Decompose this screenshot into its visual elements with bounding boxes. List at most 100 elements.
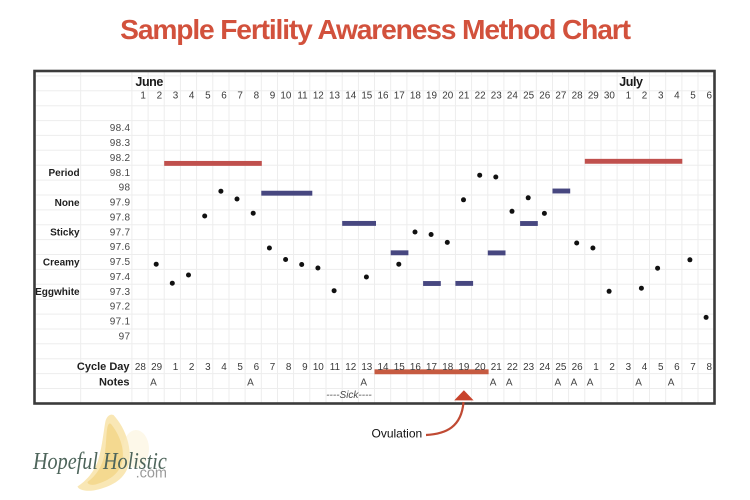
svg-text:30: 30 [604, 90, 615, 101]
svg-text:11: 11 [297, 90, 308, 101]
svg-text:8: 8 [254, 90, 260, 101]
svg-text:A: A [360, 378, 367, 389]
svg-text:6: 6 [254, 362, 260, 373]
svg-text:97: 97 [119, 332, 131, 343]
svg-text:20: 20 [475, 362, 486, 373]
svg-text:4: 4 [674, 90, 680, 101]
svg-text:97.9: 97.9 [110, 198, 131, 209]
svg-text:17: 17 [394, 90, 405, 101]
svg-text:97.6: 97.6 [110, 242, 131, 253]
svg-text:10: 10 [313, 362, 324, 373]
svg-text:15: 15 [361, 90, 372, 101]
svg-text:28: 28 [572, 90, 583, 101]
svg-text:1: 1 [626, 90, 632, 101]
svg-text:Hopeful Holistic: Hopeful Holistic [32, 447, 167, 474]
svg-text:5: 5 [658, 362, 664, 373]
svg-text:21: 21 [458, 90, 469, 101]
svg-text:July: July [619, 75, 643, 89]
svg-text:97.3: 97.3 [110, 287, 131, 298]
svg-text:18: 18 [442, 362, 453, 373]
svg-text:3: 3 [658, 90, 664, 101]
svg-text:29: 29 [151, 362, 162, 373]
svg-text:6: 6 [221, 90, 227, 101]
svg-text:98.1: 98.1 [110, 168, 131, 179]
svg-text:10: 10 [280, 90, 291, 101]
svg-text:.com: .com [136, 466, 167, 482]
svg-text:1: 1 [593, 362, 599, 373]
svg-text:25: 25 [555, 362, 566, 373]
svg-text:8: 8 [707, 362, 713, 373]
svg-text:97.7: 97.7 [110, 227, 131, 238]
svg-text:1: 1 [140, 90, 146, 101]
svg-text:2: 2 [642, 90, 648, 101]
svg-text:23: 23 [523, 362, 534, 373]
svg-text:A: A [490, 378, 497, 389]
svg-text:8: 8 [286, 362, 292, 373]
svg-text:6: 6 [674, 362, 680, 373]
svg-text:5: 5 [237, 362, 243, 373]
svg-text:A: A [668, 378, 675, 389]
svg-text:5: 5 [205, 90, 211, 101]
svg-text:12: 12 [313, 90, 324, 101]
svg-text:A: A [635, 378, 642, 389]
svg-text:5: 5 [690, 90, 696, 101]
svg-text:26: 26 [572, 362, 583, 373]
svg-text:Ovulation: Ovulation [372, 427, 423, 441]
svg-text:98.3: 98.3 [110, 138, 131, 149]
svg-text:A: A [506, 378, 513, 389]
svg-text:16: 16 [410, 362, 421, 373]
svg-text:14: 14 [345, 90, 356, 101]
svg-text:22: 22 [475, 90, 486, 101]
svg-text:15: 15 [394, 362, 405, 373]
svg-text:A: A [150, 378, 157, 389]
svg-text:Eggwhite: Eggwhite [35, 287, 80, 298]
svg-text:27: 27 [555, 90, 566, 101]
svg-text:4: 4 [221, 362, 227, 373]
svg-text:4: 4 [642, 362, 648, 373]
svg-text:A: A [587, 378, 594, 389]
svg-text:97.1: 97.1 [110, 317, 131, 328]
svg-text:A: A [555, 378, 562, 389]
svg-text:22: 22 [507, 362, 518, 373]
svg-text:97.8: 97.8 [110, 212, 131, 223]
svg-text:13: 13 [361, 362, 372, 373]
svg-text:2: 2 [609, 362, 615, 373]
svg-text:14: 14 [378, 362, 389, 373]
svg-text:Sticky: Sticky [50, 228, 80, 239]
svg-text:20: 20 [442, 90, 453, 101]
svg-text:98.4: 98.4 [110, 123, 131, 134]
svg-text:----Sick----: ----Sick---- [326, 390, 372, 401]
svg-text:26: 26 [539, 90, 550, 101]
svg-text:19: 19 [458, 362, 469, 373]
svg-text:16: 16 [378, 90, 389, 101]
svg-text:Creamy: Creamy [43, 257, 80, 268]
svg-text:12: 12 [345, 362, 356, 373]
svg-text:A: A [571, 378, 578, 389]
svg-text:Period: Period [48, 168, 79, 179]
svg-text:2: 2 [189, 362, 195, 373]
svg-text:19: 19 [426, 90, 437, 101]
svg-text:98: 98 [119, 183, 131, 194]
svg-text:97.5: 97.5 [110, 257, 131, 268]
svg-text:11: 11 [330, 362, 341, 373]
svg-text:7: 7 [270, 362, 276, 373]
svg-text:3: 3 [205, 362, 211, 373]
svg-text:June: June [135, 75, 163, 89]
svg-text:97.2: 97.2 [110, 302, 131, 313]
svg-text:3: 3 [173, 90, 179, 101]
svg-text:A: A [247, 378, 254, 389]
svg-text:24: 24 [507, 90, 518, 101]
svg-text:98.2: 98.2 [110, 153, 131, 164]
svg-text:1: 1 [173, 362, 179, 373]
svg-text:13: 13 [329, 90, 340, 101]
svg-text:18: 18 [410, 90, 421, 101]
svg-text:9: 9 [302, 362, 308, 373]
svg-text:Notes: Notes [99, 376, 130, 388]
svg-text:4: 4 [189, 90, 195, 101]
svg-text:6: 6 [707, 90, 713, 101]
svg-text:17: 17 [426, 362, 437, 373]
svg-text:28: 28 [135, 362, 146, 373]
svg-text:Cycle Day: Cycle Day [77, 361, 130, 373]
svg-text:23: 23 [491, 90, 502, 101]
svg-text:24: 24 [539, 362, 550, 373]
